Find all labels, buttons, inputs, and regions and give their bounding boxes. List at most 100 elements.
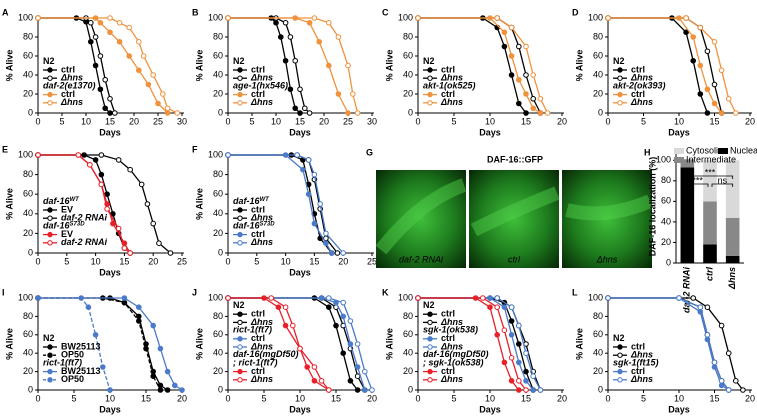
y-tick-label: 40 <box>593 69 603 79</box>
legend-group-title-text: daf-16 <box>233 221 261 231</box>
x-axis-label: Days <box>289 267 311 277</box>
data-point <box>704 332 711 338</box>
bar-segment <box>680 159 695 168</box>
legend-marker <box>617 91 623 98</box>
survival-curve <box>418 297 542 391</box>
y-axis-label: % Alive <box>384 328 394 360</box>
y-tick-label: 80 <box>23 311 33 321</box>
data-point <box>530 95 537 102</box>
legend-swatch <box>674 148 684 154</box>
x-tick-label: 30 <box>177 116 187 126</box>
panel-label: G <box>366 147 373 157</box>
legend-label: OP50 <box>61 350 84 360</box>
y-tick-label: 100 <box>208 292 223 302</box>
micrograph <box>376 170 466 268</box>
y-axis-label: % Alive <box>4 188 14 220</box>
data-point <box>157 387 164 393</box>
data-point <box>335 34 342 40</box>
panel-label: A <box>2 7 9 17</box>
legend-group-title-text: daf-16 <box>43 221 71 231</box>
y-tick-label: 80 <box>213 169 223 179</box>
data-point <box>98 181 105 188</box>
x-tick-label: 10 <box>674 116 684 126</box>
data-point <box>102 105 108 112</box>
legend-marker <box>427 344 433 350</box>
x-axis-label: Days <box>99 404 121 414</box>
legend-marker <box>47 368 53 375</box>
data-point <box>725 350 732 357</box>
data-point <box>311 378 318 384</box>
data-point <box>530 387 537 393</box>
x-axis-label: Days <box>99 127 121 137</box>
panel-label: D <box>572 7 579 17</box>
x-tick-label: 20 <box>557 393 567 403</box>
data-point <box>711 359 718 366</box>
panel-label: H <box>644 147 651 157</box>
data-point <box>508 304 515 311</box>
legend-marker <box>237 67 243 73</box>
legend-label: Δhns <box>250 374 273 384</box>
legend-marker <box>237 207 243 213</box>
data-point <box>150 322 156 329</box>
legend-marker <box>237 75 243 81</box>
data-point <box>523 368 529 375</box>
data-point <box>508 24 515 31</box>
data-point <box>347 341 354 347</box>
data-point <box>164 105 171 112</box>
data-point <box>287 34 294 40</box>
data-point <box>333 322 339 329</box>
data-point <box>136 318 142 324</box>
worm-body <box>375 178 467 255</box>
data-point <box>136 38 142 45</box>
data-point <box>318 378 325 384</box>
legend-marker <box>47 91 53 98</box>
data-point <box>145 81 152 88</box>
legend-marker <box>47 67 53 73</box>
y-tick-label: 40 <box>661 216 671 226</box>
legend-label: Δhns <box>440 317 463 327</box>
x-tick-label: 20 <box>148 256 158 266</box>
data-point <box>501 29 508 36</box>
panel-label: C <box>382 7 389 17</box>
legend-label: ctrl <box>631 341 645 351</box>
legend-label: ctrl <box>441 89 455 99</box>
data-point <box>523 72 529 78</box>
data-point <box>87 162 93 168</box>
data-point <box>537 387 544 393</box>
legend-label: ctrl <box>61 89 75 99</box>
data-point <box>480 295 486 301</box>
legend-label: OP50 <box>61 374 84 384</box>
y-axis-label: % Alive <box>574 328 584 360</box>
legend-marker <box>237 231 243 238</box>
y-tick-label: 100 <box>398 12 413 22</box>
data-point <box>150 72 156 78</box>
data-point <box>282 322 289 329</box>
y-tick-label: 80 <box>661 175 671 185</box>
data-point <box>115 225 122 232</box>
x-tick-label: 15 <box>141 393 151 403</box>
data-point <box>523 91 529 97</box>
y-tick-label: 100 <box>18 149 33 159</box>
data-point <box>88 19 94 26</box>
data-point <box>304 364 311 370</box>
legend-label: ctrl <box>441 309 455 319</box>
data-point <box>305 157 312 163</box>
y-tick-label: 0 <box>218 384 223 394</box>
data-point <box>494 295 501 301</box>
y-tick-label: 40 <box>403 69 413 79</box>
data-point <box>287 86 294 93</box>
y-axis-label: % Alive <box>4 50 14 82</box>
x-tick-label: 10 <box>105 393 115 403</box>
survival-curve <box>228 297 330 391</box>
x-tick-label: 5 <box>641 393 646 403</box>
image-caption: ctrl <box>508 254 521 264</box>
data-point <box>92 157 99 163</box>
x-tick-label: 15 <box>119 256 129 266</box>
survival-curve <box>38 17 169 114</box>
data-point <box>733 378 739 384</box>
y-tick-label: 80 <box>23 31 33 41</box>
legend-marker <box>427 368 433 375</box>
legend-group-title-text: ; rict-1(ft7) <box>233 358 278 368</box>
y-tick-label: 0 <box>28 107 33 117</box>
